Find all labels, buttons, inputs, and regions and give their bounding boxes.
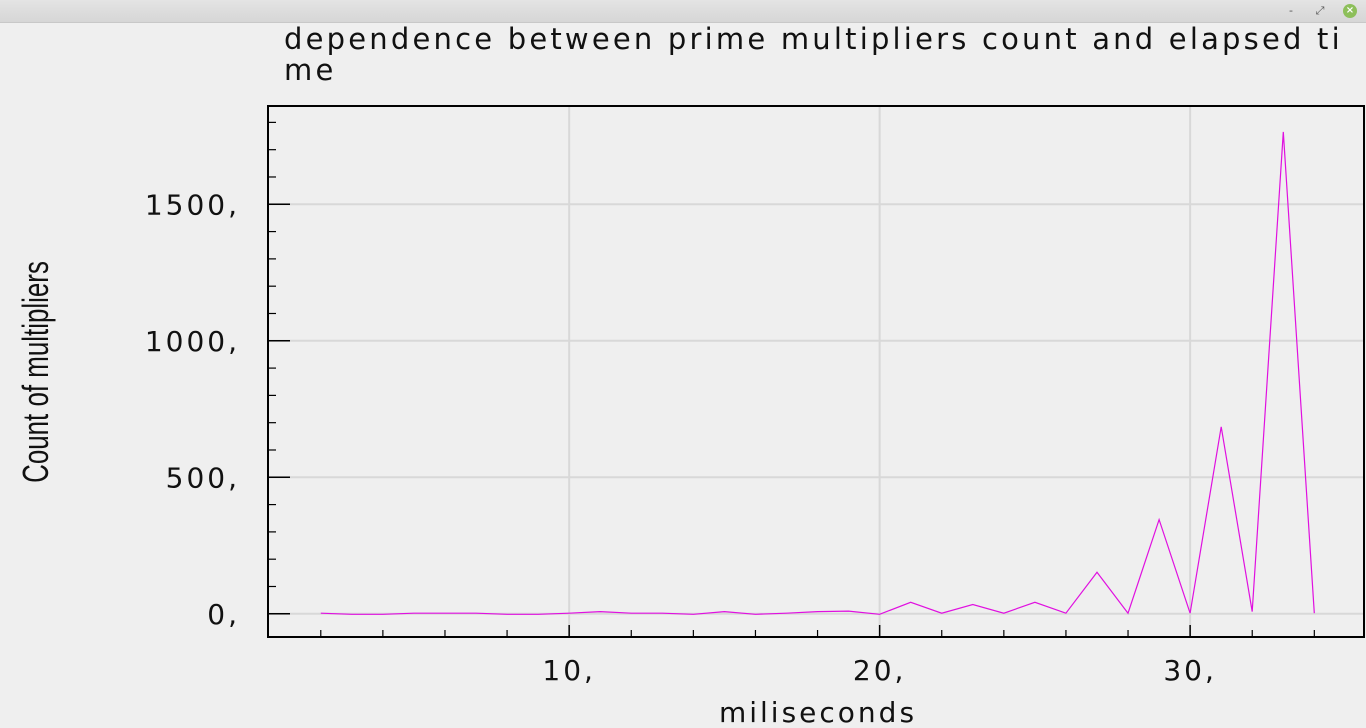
x-axis-label: miliseconds	[719, 696, 917, 728]
x-tick-label: 30,	[1163, 654, 1217, 687]
window-titlebar: - ⤢ ×	[0, 0, 1366, 23]
label-layer: 10, 20, 30, 0, 500, 1000, 1500,	[145, 188, 1217, 687]
x-tick-label: 20,	[853, 654, 907, 687]
minor-tick-layer	[268, 121, 1315, 637]
maximize-icon[interactable]: ⤢	[1315, 4, 1325, 17]
y-tick-label: 1500,	[145, 188, 240, 221]
x-tick-label: 10,	[542, 654, 596, 687]
y-axis-label: Count of multipliers	[16, 261, 56, 483]
y-tick-label: 500,	[166, 461, 240, 494]
series-line	[320, 131, 1315, 615]
y-tick-label: 0,	[207, 598, 240, 631]
line-layer	[320, 131, 1315, 615]
plot-frame	[267, 105, 1365, 638]
chart-title: dependence between prime multipliers cou…	[284, 22, 1343, 87]
minimize-icon[interactable]: -	[1289, 4, 1293, 17]
y-tick-label: 1000,	[145, 325, 240, 358]
close-icon[interactable]: ×	[1343, 4, 1357, 18]
